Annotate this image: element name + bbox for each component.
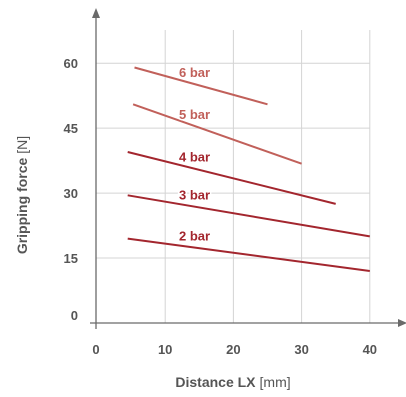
series: 2 bar 3 bar 4 bar 5 bar 6 bar [127, 64, 370, 272]
x-tick-label: 10 [158, 342, 172, 357]
x-tick-label: 20 [226, 342, 240, 357]
y-tick-label: 45 [64, 121, 78, 136]
grid [96, 30, 371, 323]
series-line [134, 66, 268, 106]
x-axis-arrow-icon [398, 319, 406, 327]
y-tick-label: 15 [64, 251, 78, 266]
series-label: 6 bar [179, 65, 210, 80]
series-label: 2 bar [179, 229, 210, 244]
series-line [132, 103, 302, 165]
series-line [127, 194, 370, 238]
series-line [127, 237, 370, 272]
x-tick-label: 30 [294, 342, 308, 357]
x-tick-label: 0 [92, 342, 99, 357]
y-tick-label: 30 [64, 186, 78, 201]
y-axis-arrow-icon [92, 8, 100, 18]
axes [90, 8, 406, 329]
series-label: 3 bar [179, 188, 210, 203]
series-label: 5 bar [179, 107, 210, 122]
series-line [127, 151, 336, 205]
tick-labels: 0 10 20 30 40 0 15 30 45 60 [64, 56, 378, 357]
y-tick-label: 0 [71, 308, 78, 323]
x-tick-label: 40 [363, 342, 377, 357]
series-label: 4 bar [179, 150, 210, 165]
y-tick-label: 60 [64, 56, 78, 71]
y-axis-title: Gripping force[N] [14, 136, 30, 254]
x-axis-title: Distance LX [mm] [175, 374, 290, 390]
